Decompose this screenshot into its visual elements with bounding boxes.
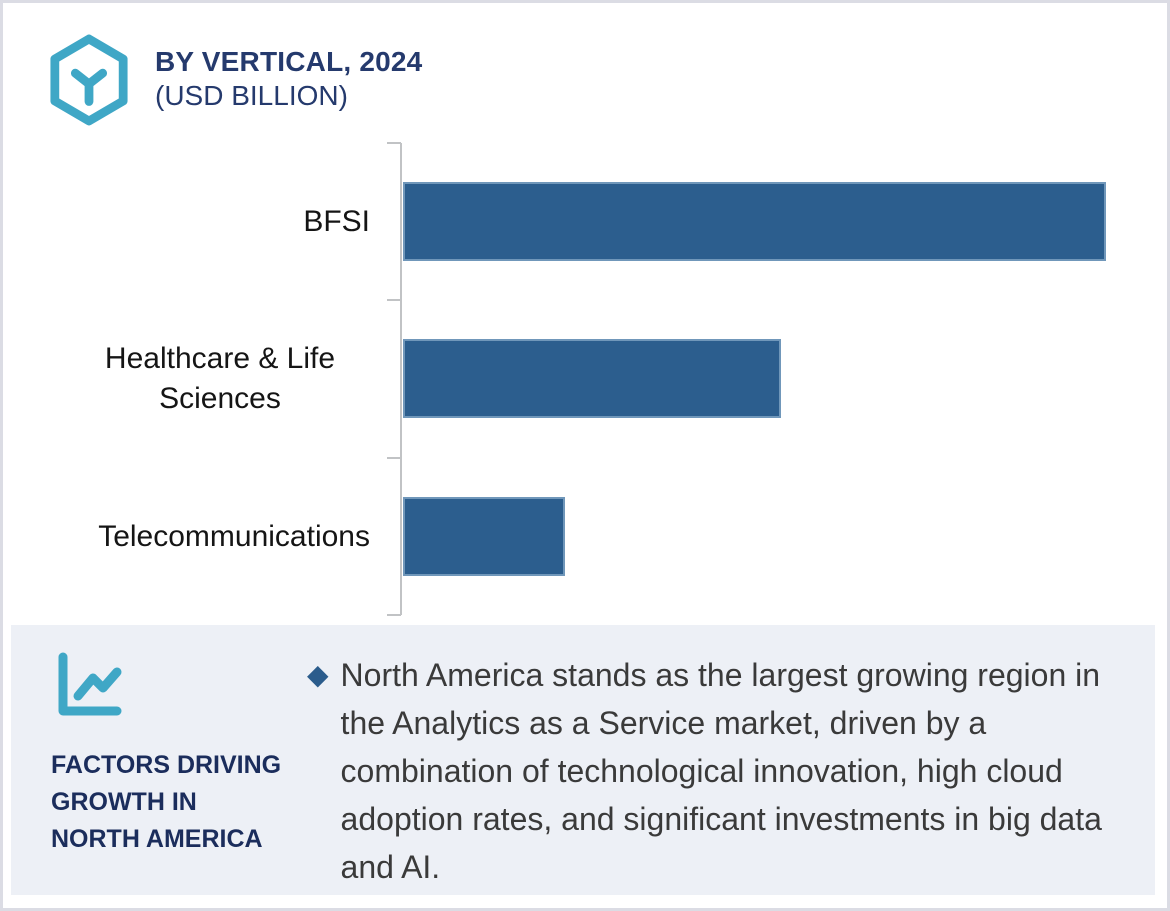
bar-healthcare-life-sciences [403,339,781,418]
chart-row-healthcare-life-sciences: Healthcare & Life Sciences [3,300,1167,458]
category-label-healthcare-life-sciences: Healthcare & Life Sciences [104,342,336,415]
axis-tick [387,614,401,616]
diamond-bullet-icon: ◆ [307,659,329,690]
axis-tick [387,457,401,459]
chart-row-bfsi: BFSI [3,143,1167,300]
category-axis-line [400,143,402,615]
line-chart-icon [58,652,122,716]
horizontal-bar-chart: BFSI Healthcare & Life Sciences Telecomm… [3,3,1167,625]
chart-title-line1: BY VERTICAL, 2024 [155,46,423,77]
chart-row-telecommunications: Telecommunications [3,458,1167,615]
bar-bfsi [403,182,1106,261]
category-label-telecommunications: Telecommunications [98,519,370,553]
axis-tick [387,299,401,301]
chart-title-line2: (USD BILLION) [155,80,348,111]
hexagon-y-logo-icon [50,34,128,126]
chart-title: BY VERTICAL, 2024 (USD BILLION) [155,45,422,113]
axis-tick [387,142,401,144]
callout-bullet-text: North America stands as the largest grow… [340,657,1102,885]
callout-bullet-item: ◆ North America stands as the largest gr… [307,651,1147,891]
factors-callout-panel: FACTORS DRIVING GROWTH IN NORTH AMERICA … [11,625,1155,895]
callout-heading: FACTORS DRIVING GROWTH IN NORTH AMERICA [51,751,282,853]
category-label-bfsi: BFSI [303,204,370,238]
bar-telecommunications [403,497,565,576]
